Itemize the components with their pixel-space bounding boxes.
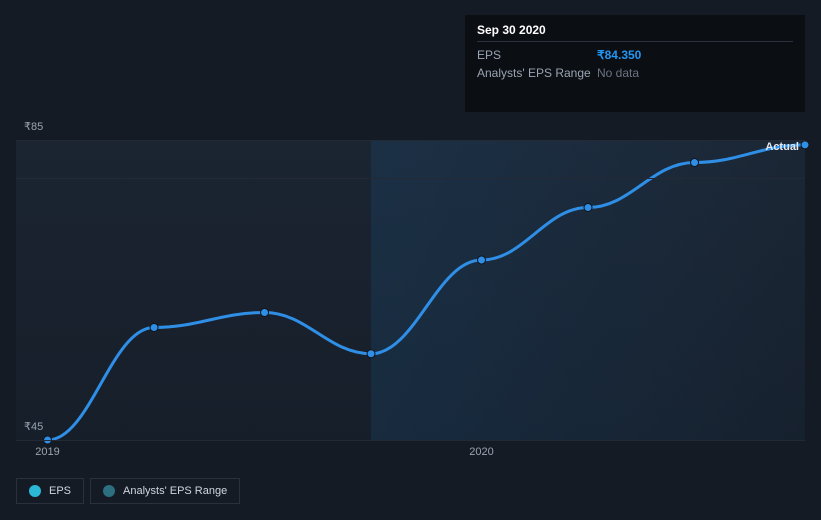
plot-area[interactable]: Actual <box>16 140 805 440</box>
legend-item-range[interactable]: Analysts' EPS Range <box>90 478 240 504</box>
legend-label: Analysts' EPS Range <box>123 485 227 497</box>
legend: EPS Analysts' EPS Range <box>16 478 240 504</box>
legend-item-eps[interactable]: EPS <box>16 478 84 504</box>
x-tick-label: 2019 <box>35 446 59 458</box>
gridline <box>16 140 805 141</box>
tooltip-label: EPS <box>477 46 597 64</box>
gridline <box>16 178 805 179</box>
y-tick-label: ₹85 <box>24 120 43 133</box>
tooltip-row-eps: EPS ₹84.350 <box>477 46 793 64</box>
eps-chart: Sep 30 2020 EPS ₹84.350 Analysts' EPS Ra… <box>16 0 805 520</box>
tooltip-label: Analysts' EPS Range <box>477 64 597 82</box>
tooltip-date: Sep 30 2020 <box>477 23 793 42</box>
gridline <box>16 440 805 441</box>
actual-label: Actual <box>765 141 799 153</box>
legend-label: EPS <box>49 485 71 497</box>
legend-swatch <box>29 485 41 497</box>
tooltip-value: No data <box>597 64 639 82</box>
chart-tooltip: Sep 30 2020 EPS ₹84.350 Analysts' EPS Ra… <box>465 15 805 112</box>
x-axis: 2019 2020 <box>16 446 805 460</box>
legend-swatch <box>103 485 115 497</box>
x-tick-label: 2020 <box>469 446 493 458</box>
tooltip-value: ₹84.350 <box>597 46 641 64</box>
eps-line-svg <box>16 140 805 440</box>
tooltip-row-range: Analysts' EPS Range No data <box>477 64 793 82</box>
